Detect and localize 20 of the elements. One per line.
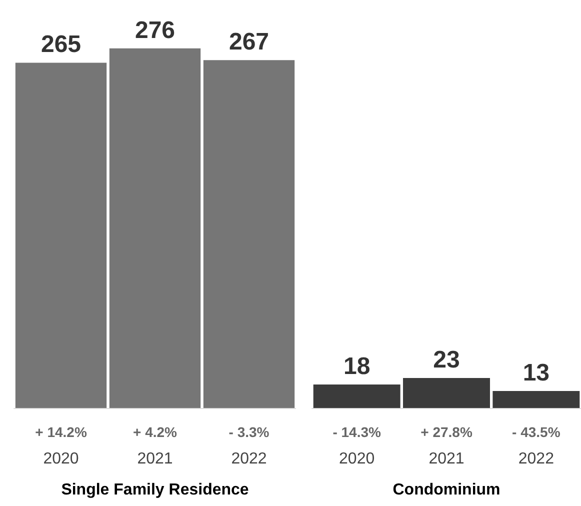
x-axis-title: Single Family Residence	[61, 482, 249, 498]
x-tick-label: 2022	[518, 450, 554, 468]
text: + 27.8%	[420, 424, 473, 440]
x-tick-label: 2022	[231, 450, 267, 468]
x-tick-label: 2021	[428, 450, 464, 468]
text: - 14.3%	[332, 424, 382, 440]
x-tick-label: 2021	[137, 450, 173, 468]
data-label: 18	[343, 353, 370, 380]
data-label: 267	[228, 28, 270, 56]
x-tick-label: 2020	[43, 450, 79, 468]
x-axis-title: Condominium	[392, 482, 500, 498]
data-label: 23	[433, 346, 460, 374]
text: + 14.2%	[35, 424, 88, 440]
data-label: 276	[134, 16, 176, 44]
data-label: 13	[522, 360, 550, 387]
text: + 4.2%	[133, 424, 178, 440]
x-tick-label: 2020	[339, 450, 375, 468]
text: - 43.5%	[512, 424, 561, 440]
text: - 3.3%	[228, 424, 270, 440]
data-label: 265	[40, 31, 82, 58]
